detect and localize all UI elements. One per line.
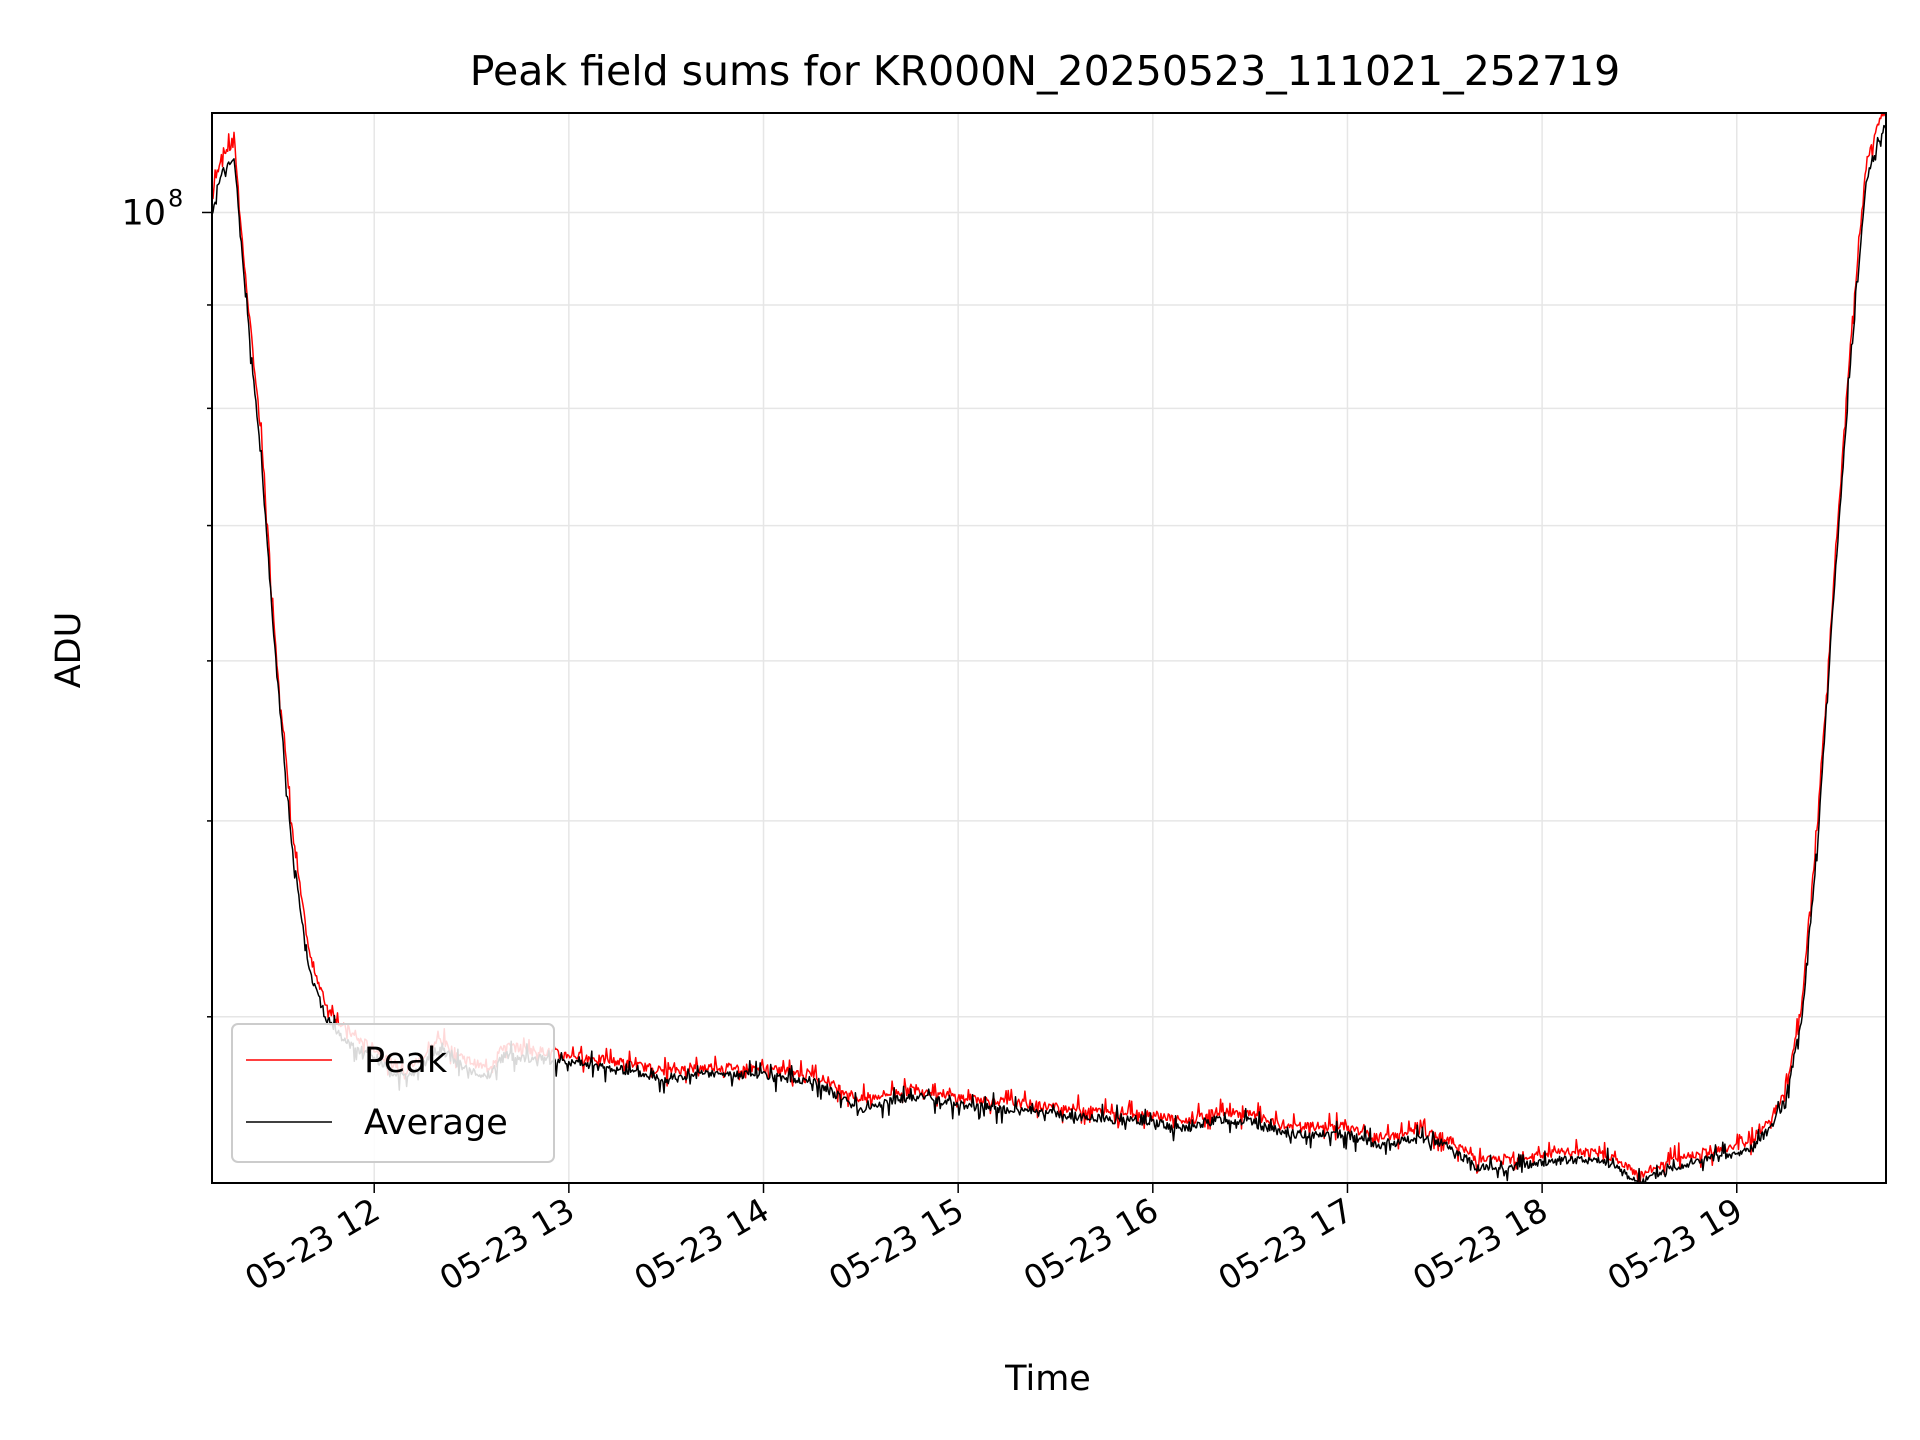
plot-area-frame — [211, 112, 1887, 1184]
legend-label-peak: Peak — [364, 1041, 448, 1081]
y-axis: 10 8 — [121, 184, 212, 1018]
chart-title: Peak field sums for KR000N_20250523_1110… — [470, 47, 1620, 95]
y-tick-label-exponent: 8 — [168, 184, 183, 212]
grid-lines — [212, 113, 1886, 1183]
chart-legend: Peak Average — [231, 1023, 555, 1163]
legend-label-average: Average — [364, 1103, 508, 1143]
y-tick-label: 10 — [121, 193, 166, 233]
x-axis-label: Time — [1004, 1359, 1091, 1399]
legend-box — [231, 1023, 555, 1163]
y-axis-label: ADU — [49, 612, 89, 689]
